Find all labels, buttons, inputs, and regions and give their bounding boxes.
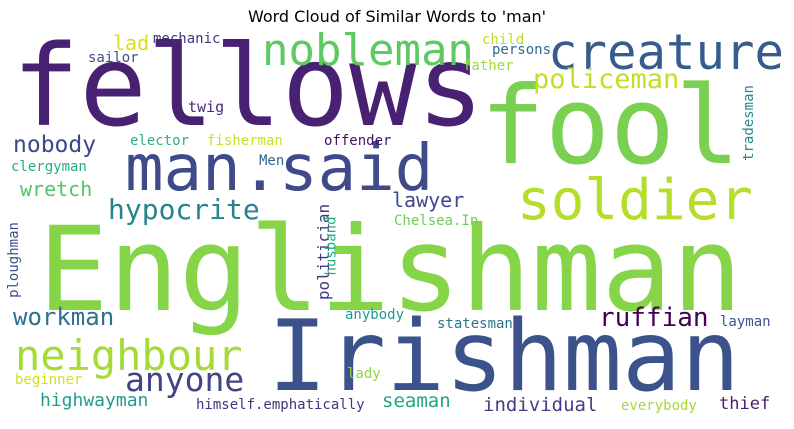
word-policeman: policeman: [533, 64, 680, 95]
chart-title: Word Cloud of Similar Words to 'man': [247, 7, 547, 26]
word-nobleman: nobleman: [262, 25, 474, 76]
word-cloud: fellows fool Englishman Irishman man.sai…: [5, 22, 784, 420]
word-layman: layman: [720, 314, 771, 330]
word-father: father: [463, 58, 514, 74]
word-individual: individual: [483, 394, 598, 416]
word-sailor: sailor: [88, 50, 139, 66]
word-offender: offender: [324, 133, 392, 149]
word-lad: lad: [113, 31, 150, 55]
word-persons: persons: [492, 42, 552, 58]
word-fellows: fellows: [12, 22, 485, 152]
word-anybody: anybody: [345, 307, 405, 323]
word-men: Men: [259, 153, 285, 169]
word-statesman: statesman: [437, 316, 513, 332]
word-clergyman: clergyman: [11, 159, 87, 175]
word-workman: workman: [13, 303, 115, 331]
word-creature: creature: [548, 24, 785, 81]
word-neighbour: neighbour: [15, 331, 243, 380]
word-fisherman: fisherman: [207, 133, 283, 149]
word-mechanic: mechanic: [153, 31, 221, 47]
word-fool: fool: [480, 64, 741, 189]
word-lawyer: lawyer: [392, 188, 465, 212]
word-tradesman: tradesman: [740, 85, 757, 161]
word-irishman: Irishman: [268, 300, 741, 414]
word-wretch: wretch: [20, 177, 93, 201]
word-chelsea-in: Chelsea.In: [394, 213, 479, 229]
word-highwayman: highwayman: [40, 390, 149, 411]
word-man-said: man.said: [125, 132, 434, 206]
word-beginner: beginner: [15, 372, 83, 388]
word-lady: lady: [347, 366, 381, 382]
word-himself-emphatically: himself.emphatically: [196, 397, 365, 413]
word-child: child: [482, 32, 525, 48]
word-seaman: seaman: [382, 390, 451, 412]
word-thief: thief: [719, 394, 771, 414]
word-englishman: Englishman: [38, 201, 743, 338]
word-nobody: nobody: [13, 132, 97, 158]
word-husband: husband: [323, 216, 340, 276]
word-hypocrite: hypocrite: [108, 193, 260, 226]
word-ruffian: ruffian: [599, 303, 709, 333]
word-anyone: anyone: [125, 360, 245, 399]
word-everybody: everybody: [621, 398, 697, 414]
word-ploughman: ploughman: [5, 222, 22, 298]
word-soldier: soldier: [517, 168, 754, 233]
word-twig: twig: [188, 98, 225, 116]
word-elector: elector: [130, 133, 190, 149]
